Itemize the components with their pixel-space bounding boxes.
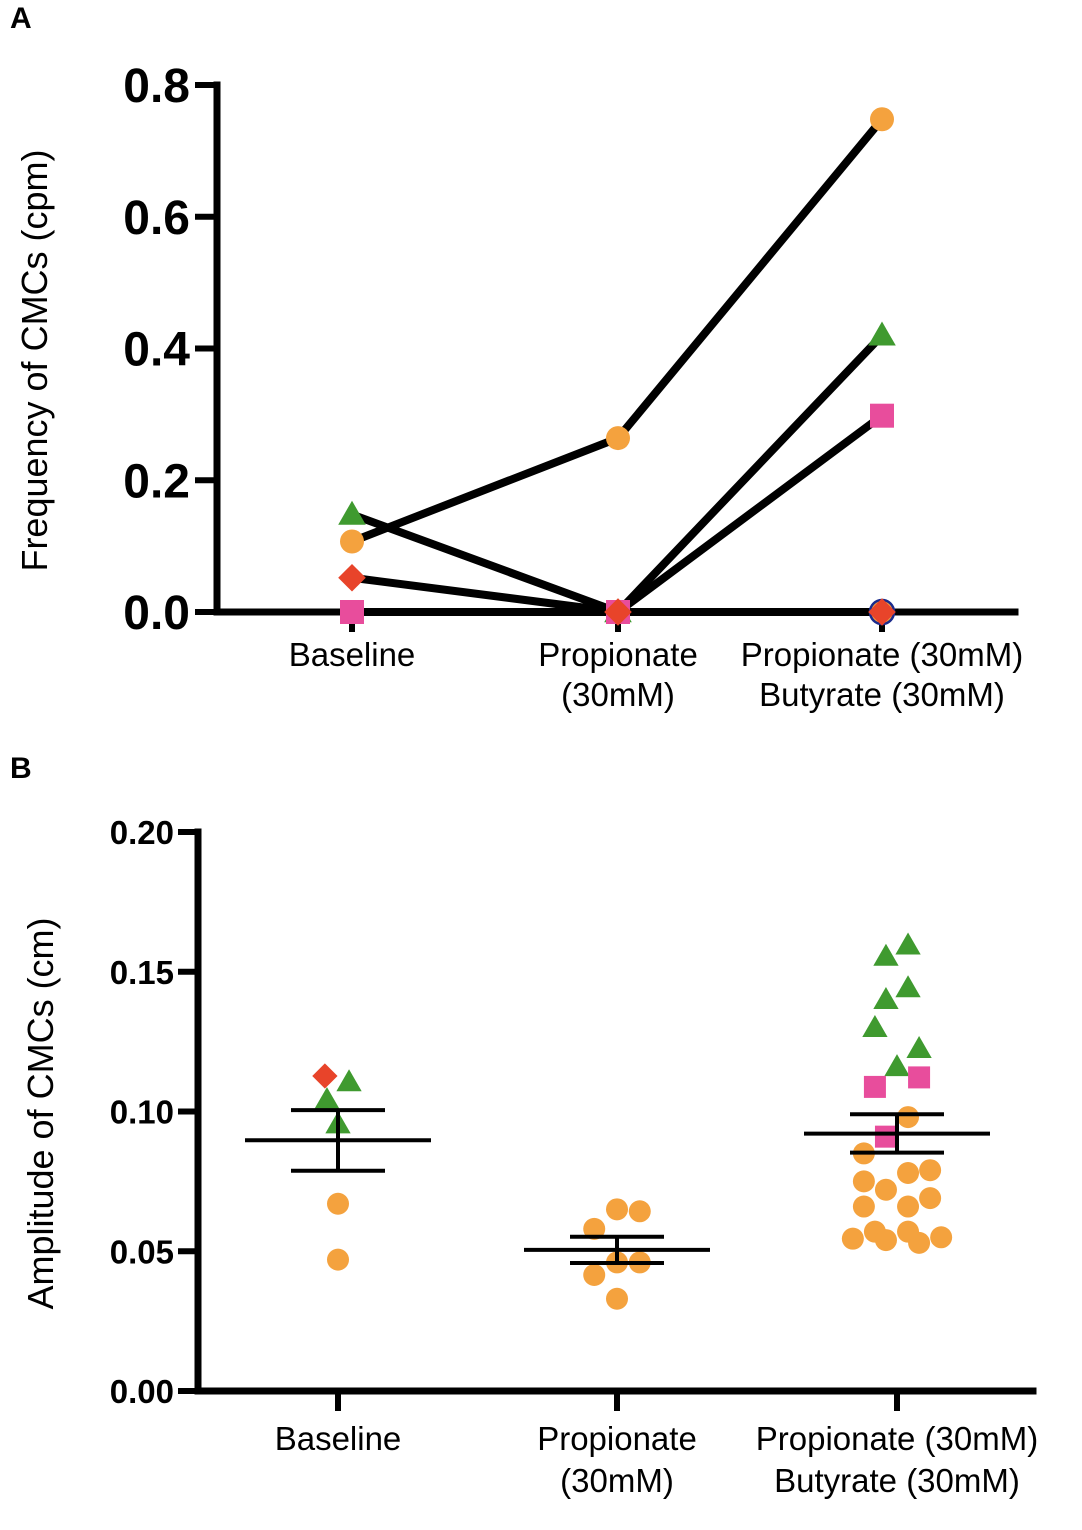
panel-a-point (340, 600, 364, 624)
panel-b-point (873, 987, 899, 1010)
panel-a-point (868, 321, 896, 346)
panel-a-ytick-label: 0.6 (123, 192, 190, 245)
panel-b-y-axis-label: Amplitude of CMCs (cm) (20, 917, 61, 1309)
panel-b-point (327, 1248, 349, 1271)
panel-b-category-label: Propionate (30mM) (537, 1420, 697, 1499)
panel-b-point (312, 1063, 338, 1089)
panel-b-point (628, 1200, 651, 1223)
panel-b-label: B (10, 752, 32, 785)
panel-b-point (919, 1159, 942, 1182)
panel-b-point (908, 1066, 931, 1089)
panel-b-ytick-label: 0.00 (110, 1373, 174, 1410)
panel-b-point (908, 1231, 931, 1254)
panel-b-point (314, 1087, 340, 1110)
panel-a-y-axis-label: Frequency of CMCs (cpm) (14, 149, 55, 571)
panel-b-point (897, 1106, 920, 1129)
panel-a-point (604, 598, 632, 626)
panel-a-ytick-label: 0.0 (123, 587, 190, 640)
panel-a-point (606, 426, 630, 451)
panel-b-point (583, 1217, 606, 1240)
panel-b-point (884, 1054, 910, 1077)
panel-b-point (606, 1198, 628, 1221)
panel-a-point (870, 107, 894, 132)
panel-a-point (338, 563, 366, 592)
panel-b-ytick-label: 0.20 (110, 814, 174, 851)
panel-b-point (336, 1069, 362, 1092)
panel-b-point (873, 943, 899, 966)
panel-b-point (895, 932, 921, 955)
panel-b-point (852, 1170, 875, 1193)
panel-b-category-label: Baseline (275, 1420, 402, 1457)
panel-b-point (863, 1075, 886, 1098)
panel-b-point (906, 1035, 932, 1058)
panel-b-point (841, 1227, 864, 1250)
panel-b-point (919, 1187, 942, 1210)
panel-a-ytick-label: 0.2 (123, 455, 190, 508)
panel-b-ytick-label: 0.05 (110, 1233, 174, 1270)
panel-a-point (338, 500, 366, 525)
panel-b-point (930, 1226, 953, 1249)
panel-b-point (583, 1264, 606, 1287)
panel-a-axes (213, 81, 1019, 616)
panel-b-point (895, 975, 921, 998)
panel-b-ytick-label: 0.10 (110, 1094, 174, 1131)
panel-a-point (340, 529, 364, 554)
panel-b-point (897, 1195, 920, 1218)
panel-a-ytick-label: 0.8 (123, 60, 190, 113)
panel-b-point (897, 1161, 920, 1184)
panel-b-point (874, 1125, 897, 1148)
panel-a-point (868, 598, 896, 626)
panel-a-category-label: Baseline (289, 636, 416, 673)
panel-b-point (874, 1178, 897, 1201)
panel-b-ytick-label: 0.15 (110, 954, 174, 991)
panel-b-point (874, 1229, 897, 1252)
panel-a-label: A (10, 2, 32, 35)
panel-a-category-label: Propionate (30mM) Butyrate (30mM) (741, 636, 1023, 713)
panel-b-category-label: Propionate (30mM) Butyrate (30mM) (756, 1420, 1038, 1499)
panel-a-ytick-label: 0.4 (123, 324, 190, 377)
panel-b-point (862, 1015, 888, 1037)
panel-a-point (870, 403, 894, 428)
panel-b-point (606, 1287, 628, 1310)
panel-a-category-label: Propionate (30mM) (538, 636, 698, 713)
panel-b-point (327, 1192, 349, 1215)
panel-b-point (852, 1195, 875, 1218)
